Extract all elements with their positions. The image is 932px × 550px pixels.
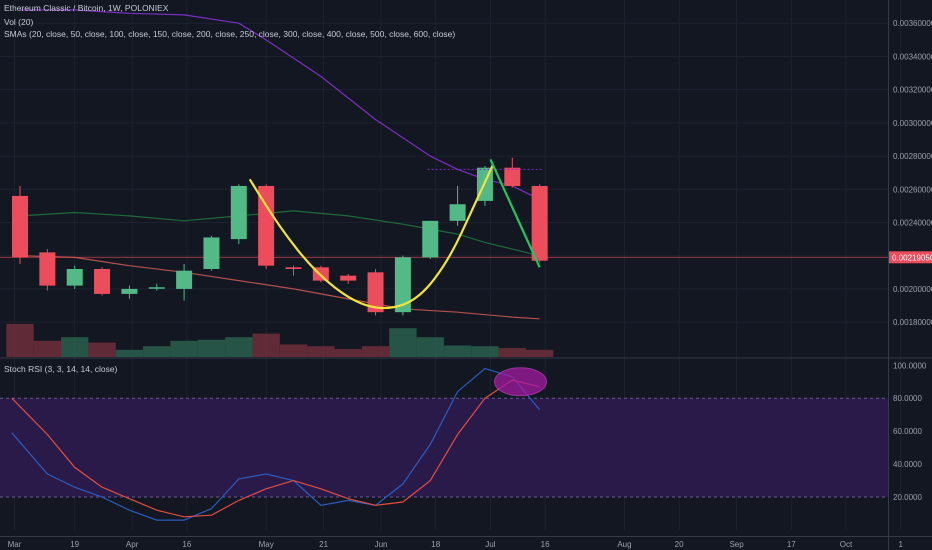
price-tick-label: 0.00340000: [893, 52, 932, 61]
time-tick-label: 17: [787, 540, 796, 549]
stoch-d-line: [11, 379, 540, 518]
price-tick-label: 0.00280000: [893, 152, 932, 161]
time-tick-label: 20: [675, 540, 684, 549]
time-tick-label: Sep: [729, 540, 744, 549]
stoch-rsi-band: [0, 397, 888, 498]
time-tick-label: 18: [431, 540, 440, 549]
volume-bar: [307, 346, 335, 357]
last-price-label: 0.00219050: [892, 253, 932, 262]
volume-bar: [334, 349, 362, 357]
price-tick-label: 0.00260000: [893, 185, 932, 194]
rsi-tick-label: 60.0000: [893, 427, 922, 436]
volume-bar: [416, 337, 444, 357]
rsi-tick-label: 40.0000: [893, 460, 922, 469]
drop-line: [489, 158, 541, 268]
sma-line: [19, 255, 540, 320]
candles: [12, 157, 548, 316]
volume-bar: [279, 344, 308, 357]
volume-bar: [361, 346, 390, 357]
rsi-tick-label: 100.0000: [893, 361, 927, 370]
volume-bar: [6, 323, 34, 357]
volume-bar: [143, 346, 171, 357]
time-tick-label: 1: [898, 540, 903, 549]
price-tick-label: 0.00300000: [893, 119, 932, 128]
candle-body: [504, 167, 521, 186]
volume-bar: [525, 349, 554, 357]
candle-body: [285, 267, 302, 269]
volume-bar: [197, 339, 226, 357]
price-tick-label: 0.00360000: [893, 19, 932, 28]
candle-body: [176, 270, 193, 289]
time-tick-label: Mar: [8, 540, 22, 549]
volume-bar: [389, 328, 417, 357]
volume-bar: [498, 348, 526, 357]
time-tick-label: 16: [541, 540, 550, 549]
chart-title: Ethereum Classic / Bitcoin, 1W, POLONIEX: [4, 3, 169, 13]
price-tick-label: 0.00240000: [893, 219, 932, 228]
candle-body: [66, 268, 83, 286]
time-tick-label: 21: [319, 540, 328, 549]
candle-body: [94, 268, 111, 294]
sma-legend: SMAs (20, close, 50, close, 100, close, …: [4, 29, 456, 39]
last-price-tag: [889, 251, 932, 264]
stoch-rsi-lines: [11, 367, 547, 521]
time-tick-label: Jun: [375, 540, 388, 549]
price-tick-label: 0.00180000: [893, 318, 932, 327]
time-tick-label: May: [259, 540, 274, 549]
candle-body: [531, 185, 548, 261]
stoch-rsi-legend: Stoch RSI (3, 3, 14, 14, close): [4, 364, 118, 374]
highlight-ellipse: [494, 367, 547, 397]
cup-curve: [248, 163, 495, 310]
candle-body: [230, 185, 247, 240]
candle-body: [394, 257, 411, 313]
candle-body: [258, 185, 275, 266]
volume-bar: [88, 342, 116, 357]
time-tick-label: Apr: [126, 540, 139, 549]
candle-body: [422, 220, 439, 258]
volume-legend: Vol (20): [4, 17, 34, 27]
stoch-k-line: [11, 367, 541, 521]
time-tick-label: Oct: [840, 540, 853, 549]
drawing-annotations: [248, 158, 543, 310]
candle-body: [203, 237, 220, 269]
volume-bar: [115, 349, 144, 357]
time-tick-label: 19: [70, 540, 79, 549]
time-tick-label: 16: [182, 540, 191, 549]
rsi-tick-label: 80.0000: [893, 394, 922, 403]
sma-line: [19, 210, 540, 257]
candle-body: [449, 204, 466, 221]
volume-bar: [33, 340, 62, 357]
time-tick-label: Aug: [617, 540, 631, 549]
volume-bar: [443, 345, 472, 357]
volume-bar: [252, 333, 280, 357]
volume-bar: [471, 346, 499, 357]
rsi-band-fill: [0, 398, 888, 498]
time-tick-label: Jul: [485, 540, 495, 549]
volume-bars: [6, 323, 554, 357]
volume-bar: [170, 340, 198, 357]
candle-body: [340, 275, 357, 281]
price-tick-label: 0.00320000: [893, 86, 932, 95]
candle-body: [39, 252, 56, 286]
candle-body: [12, 195, 28, 258]
candle-body: [121, 288, 138, 294]
candle-body: [148, 287, 165, 289]
volume-bar: [61, 337, 89, 357]
price-tick-label: 0.00200000: [893, 285, 932, 294]
candle-body: [367, 272, 384, 313]
rsi-tick-label: 20.0000: [893, 493, 922, 502]
volume-bar: [225, 337, 253, 357]
